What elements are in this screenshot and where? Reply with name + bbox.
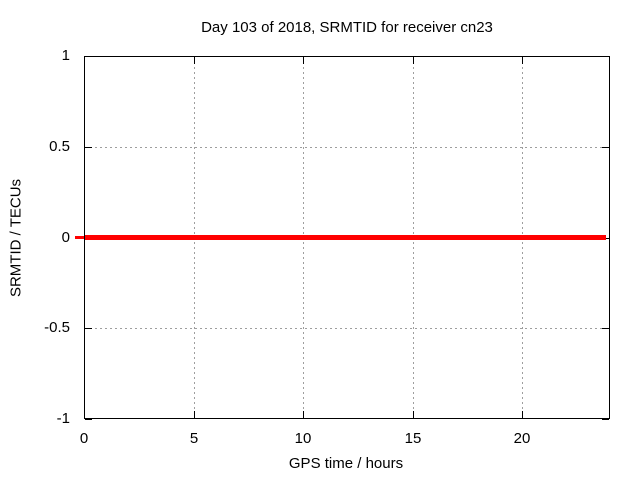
- x-tick-mark-top: [303, 57, 304, 64]
- y-tick-mark-right: [602, 328, 609, 329]
- x-tick-mark-bottom: [84, 411, 85, 418]
- plot-area: [84, 56, 610, 419]
- x-tick-mark-bottom: [522, 411, 523, 418]
- chart-title: Day 103 of 2018, SRMTID for receiver cn2…: [201, 19, 493, 36]
- x-tick-mark-bottom: [194, 411, 195, 418]
- x-tick-mark-top: [413, 57, 414, 64]
- x-tick-mark-top: [522, 57, 523, 64]
- y-tick-mark-left: [85, 56, 92, 57]
- x-tick-label: 5: [189, 430, 199, 447]
- y-tick-mark-left: [85, 147, 92, 148]
- x-tick-label: 10: [294, 430, 312, 447]
- x-tick-label: 20: [513, 430, 531, 447]
- y-tick-label: -0.5: [44, 319, 70, 336]
- x-axis-label: GPS time / hours: [288, 455, 404, 472]
- y-tick-mark-right: [602, 419, 609, 420]
- x-tick-mark-top: [194, 57, 195, 64]
- y-tick-mark-right: [602, 56, 609, 57]
- y-tick-mark-left: [85, 419, 92, 420]
- y-tick-label: 0: [61, 229, 70, 246]
- data-line-left-cap: [75, 236, 84, 239]
- y-tick-label: -1: [56, 410, 70, 427]
- data-line-srmtid: [85, 235, 606, 240]
- grid-line-horizontal: [85, 147, 609, 148]
- y-tick-label: 0.5: [49, 138, 70, 155]
- x-tick-label: 0: [79, 430, 89, 447]
- y-tick-label: 1: [61, 47, 70, 64]
- x-tick-label: 15: [404, 430, 422, 447]
- x-tick-mark-top: [84, 57, 85, 64]
- x-tick-mark-bottom: [303, 411, 304, 418]
- x-tick-mark-bottom: [413, 411, 414, 418]
- grid-line-horizontal: [85, 328, 609, 329]
- y-tick-mark-right: [602, 147, 609, 148]
- y-tick-mark-left: [85, 328, 92, 329]
